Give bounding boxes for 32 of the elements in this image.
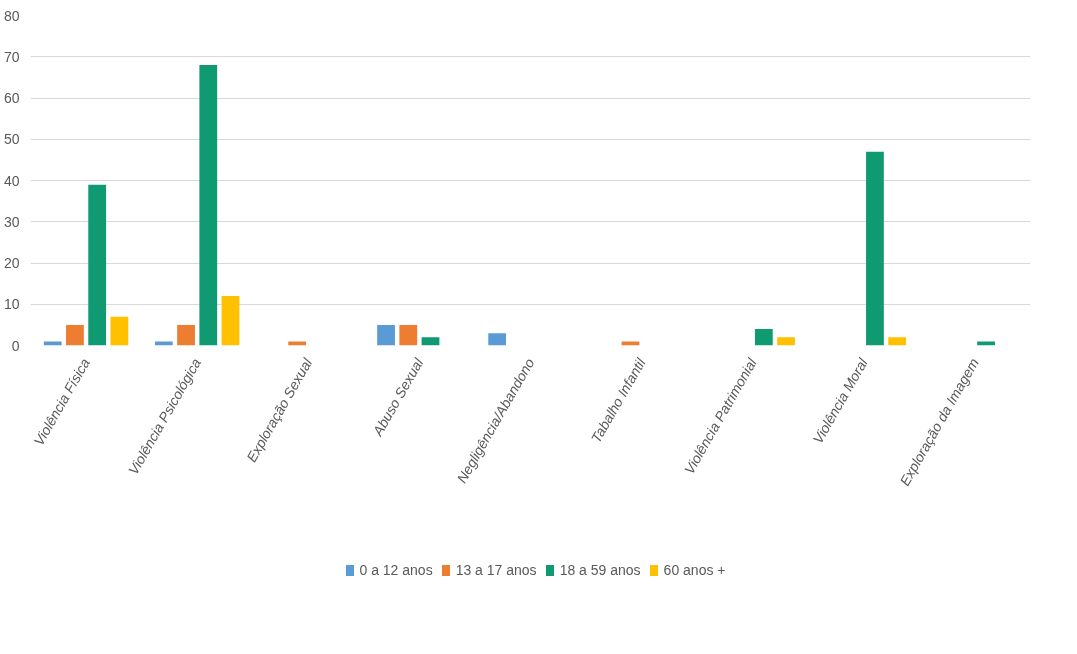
bar — [177, 324, 195, 346]
bar — [43, 341, 62, 346]
y-tick-label: 30 — [3, 213, 20, 230]
bar — [866, 151, 884, 346]
y-tick-label: 50 — [3, 131, 20, 148]
bar — [66, 324, 84, 346]
legend-label: 13 a 17 anos — [455, 561, 537, 578]
legend-label: 18 a 59 anos — [559, 561, 641, 578]
y-tick-label: 60 — [3, 90, 20, 106]
bar — [377, 324, 395, 346]
bar — [199, 65, 218, 346]
bar — [754, 329, 773, 346]
bar — [399, 324, 418, 346]
y-tick-label: 40 — [3, 172, 20, 189]
y-tick-label: 80 — [3, 7, 20, 24]
bar — [488, 333, 507, 346]
bar — [888, 337, 907, 346]
y-tick-label: 20 — [3, 255, 20, 271]
y-tick-label: 0 — [11, 337, 20, 354]
legend-label: 60 anos + — [663, 561, 726, 578]
bar — [421, 337, 440, 346]
bar — [288, 341, 307, 346]
bar — [221, 296, 240, 346]
y-tick-label: 10 — [3, 296, 20, 313]
bar — [977, 341, 995, 346]
legend-label: 0 a 12 anos — [359, 561, 433, 578]
bar — [777, 337, 795, 346]
bar — [88, 184, 107, 346]
bar — [154, 341, 173, 346]
bar — [110, 316, 129, 346]
bar — [621, 341, 640, 346]
y-tick-label: 70 — [3, 48, 20, 65]
